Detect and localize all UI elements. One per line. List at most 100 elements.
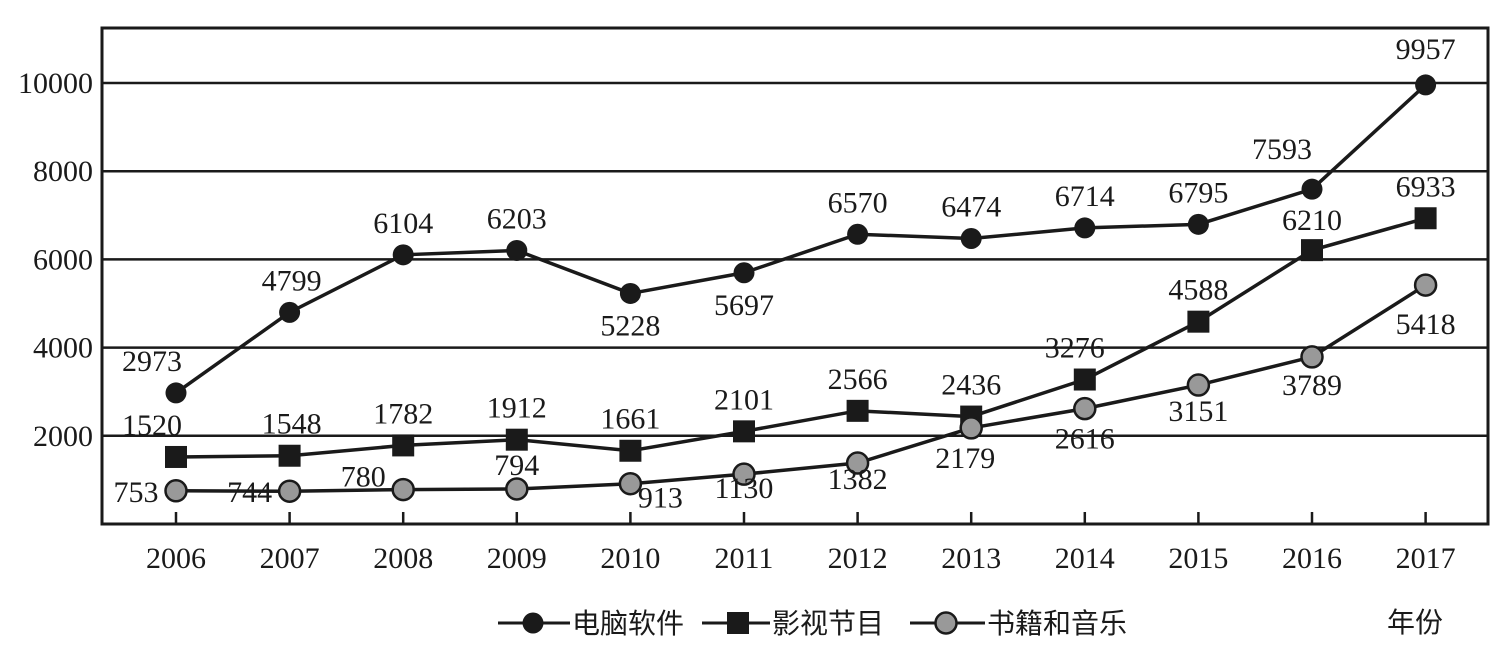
data-label: 1661 — [600, 403, 660, 436]
data-point-square — [392, 434, 415, 457]
x-tick-label: 2013 — [941, 542, 1001, 575]
data-point-circle — [279, 301, 301, 323]
y-tick-label: 6000 — [33, 243, 93, 276]
data-label: 3789 — [1282, 369, 1342, 402]
x-tick-label: 2016 — [1282, 542, 1342, 575]
data-point-square — [505, 428, 528, 451]
data-label: 3151 — [1168, 395, 1228, 428]
data-point-circle-gray — [1073, 396, 1097, 421]
x-tick-label: 2012 — [828, 542, 888, 575]
data-point-circle — [960, 227, 982, 249]
data-label: 1130 — [715, 472, 774, 505]
data-point-square — [165, 445, 187, 468]
data-point-circle — [847, 223, 869, 245]
data-point-circle-gray — [1186, 373, 1211, 397]
data-point-square — [1301, 239, 1323, 262]
series-lines — [174, 83, 1427, 493]
y-tick-label: 4000 — [33, 332, 93, 365]
data-label: 2179 — [935, 442, 995, 475]
legend-marker-circle — [522, 612, 544, 634]
data-label: 1520 — [122, 409, 182, 442]
data-label: 6203 — [487, 202, 547, 235]
data-label: 744 — [227, 476, 272, 509]
data-point-circle — [1301, 178, 1323, 200]
legend-marker-square — [727, 612, 749, 634]
y-tick-label: 2000 — [33, 420, 93, 453]
data-point-square — [1414, 207, 1437, 230]
data-point-circle-gray — [959, 416, 983, 440]
series-line — [175, 216, 1427, 459]
data-point-circle-gray — [505, 477, 529, 501]
legend-marker-circle-gray — [934, 611, 958, 635]
data-label: 794 — [494, 449, 539, 482]
data-point-circle-gray — [164, 479, 188, 503]
data-label: 1912 — [487, 392, 547, 425]
x-tick-label: 2017 — [1396, 542, 1456, 575]
x-tick-label: 2010 — [600, 542, 660, 575]
data-point-circle-gray — [732, 462, 756, 486]
legend-label: 电脑软件 — [572, 608, 684, 640]
data-label: 7593 — [1252, 133, 1312, 166]
data-label: 4799 — [262, 264, 322, 297]
x-tick-label: 2008 — [373, 542, 433, 575]
data-point-square — [1073, 368, 1096, 391]
data-label: 5697 — [714, 289, 774, 322]
data-label: 6210 — [1282, 204, 1342, 237]
data-label: 753 — [114, 476, 159, 509]
data-point-square — [733, 420, 755, 443]
data-label: 2436 — [941, 369, 1001, 402]
y-tick-label: 10000 — [18, 67, 93, 100]
data-label: 3276 — [1045, 332, 1105, 365]
data-point-circle — [392, 244, 414, 266]
data-point-square — [1187, 310, 1210, 333]
data-point-square — [619, 439, 642, 462]
data-point-circle-gray — [1413, 273, 1438, 297]
data-label: 6570 — [828, 186, 888, 219]
data-point-circle — [1187, 213, 1209, 235]
x-tick-label: 2009 — [487, 542, 547, 575]
data-point-circle — [733, 262, 755, 284]
plot-frame — [100, 26, 1490, 526]
data-label: 1382 — [828, 463, 888, 496]
series-line — [174, 83, 1427, 395]
data-point-circle-gray — [845, 451, 870, 475]
data-label: 9957 — [1396, 33, 1456, 66]
data-point-circle-gray — [391, 477, 415, 502]
data-label: 2616 — [1055, 423, 1115, 456]
data-label: 6795 — [1168, 176, 1228, 209]
data-point-square — [278, 444, 301, 467]
data-point-circle — [1415, 74, 1437, 96]
x-axis: 2006 2007 2008 2009 2010 2011 2012 2013 2014 2015… — [146, 512, 1456, 575]
data-point-circle — [1074, 217, 1096, 239]
data-label: 6474 — [941, 190, 1001, 223]
x-tick-label: 2006 — [146, 542, 206, 575]
data-point-circle — [506, 239, 528, 261]
data-label: 6714 — [1055, 180, 1115, 213]
x-tick-label: 2007 — [260, 542, 320, 575]
legend-label: 影视节目 — [772, 608, 884, 640]
data-label: 1782 — [373, 397, 433, 430]
legend: 电脑软件 影视节目 书籍和音乐 — [498, 608, 1127, 640]
y-tick-label: 8000 — [33, 155, 93, 188]
x-tick-label: 2014 — [1055, 542, 1115, 575]
data-label: 5418 — [1396, 308, 1456, 341]
data-point-circle-gray — [277, 479, 302, 503]
series-markers — [164, 74, 1438, 503]
y-axis: 2000 4000 6000 8000 10000 — [18, 67, 93, 453]
data-label: 5228 — [600, 309, 660, 342]
data-label: 6104 — [373, 207, 433, 240]
data-point-square — [846, 399, 869, 422]
series-line — [175, 283, 1427, 493]
data-point-circle — [619, 282, 641, 304]
gridlines — [102, 81, 1488, 438]
data-label: 6933 — [1396, 170, 1456, 203]
data-point-circle-gray — [1300, 345, 1324, 369]
x-axis-unit: 年份 — [1387, 607, 1443, 639]
data-label: 913 — [638, 482, 683, 515]
x-tick-label: 2011 — [715, 542, 774, 575]
data-point-circle-gray — [618, 471, 643, 496]
data-point-circle — [165, 382, 187, 404]
legend-label: 书籍和音乐 — [987, 608, 1127, 640]
